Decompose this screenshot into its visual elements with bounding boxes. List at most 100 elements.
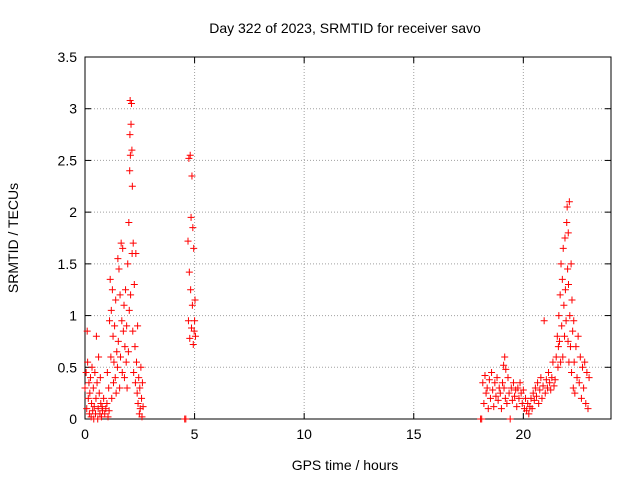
data-point xyxy=(569,327,577,335)
data-point xyxy=(106,275,114,283)
data-point xyxy=(89,407,97,415)
data-point xyxy=(559,353,567,361)
data-point xyxy=(84,358,92,366)
data-point xyxy=(189,341,197,349)
data-point xyxy=(551,376,559,384)
data-point xyxy=(188,301,196,309)
data-point xyxy=(515,394,523,402)
data-point xyxy=(94,405,102,413)
y-tick-label: 0.5 xyxy=(58,359,78,375)
data-point xyxy=(126,131,134,139)
data-point xyxy=(95,389,103,397)
data-point xyxy=(191,296,199,304)
data-point xyxy=(577,394,585,402)
data-point xyxy=(130,281,138,289)
data-point xyxy=(478,415,486,423)
data-point xyxy=(83,327,91,335)
data-point xyxy=(570,358,578,366)
data-point xyxy=(536,386,544,394)
data-point xyxy=(186,151,194,159)
y-tick-label: 1 xyxy=(69,308,77,324)
x-tick-label: 5 xyxy=(191,426,199,442)
data-point xyxy=(562,317,570,325)
data-point xyxy=(134,399,142,407)
data-point xyxy=(492,392,500,400)
data-point xyxy=(133,358,141,366)
data-point xyxy=(135,374,143,382)
data-point xyxy=(561,234,569,242)
data-point xyxy=(92,332,100,340)
data-point xyxy=(585,374,593,382)
data-point xyxy=(501,394,509,402)
data-point xyxy=(567,260,575,268)
data-point xyxy=(582,399,590,407)
data-point xyxy=(557,260,565,268)
data-point xyxy=(507,384,515,392)
data-point xyxy=(547,386,555,394)
data-point xyxy=(574,332,582,340)
data-point xyxy=(139,403,147,411)
data-point xyxy=(185,268,193,276)
data-point xyxy=(191,332,199,340)
data-point xyxy=(118,317,126,325)
data-point xyxy=(479,379,487,387)
data-point xyxy=(538,394,546,402)
data-point xyxy=(494,396,502,404)
data-point xyxy=(189,224,197,232)
x-tick-label: 10 xyxy=(296,426,312,442)
data-point xyxy=(96,374,104,382)
data-point xyxy=(112,389,120,397)
data-point xyxy=(124,260,132,268)
data-point xyxy=(535,399,543,407)
data-point xyxy=(86,374,94,382)
data-point xyxy=(128,182,136,190)
data-point xyxy=(493,374,501,382)
data-point xyxy=(557,358,565,366)
data-point xyxy=(126,167,134,175)
data-point xyxy=(532,392,540,400)
y-tick-label: 2.5 xyxy=(58,152,78,168)
y-tick-label: 2 xyxy=(69,204,77,220)
chart-title: Day 322 of 2023, SRMTID for receiver sav… xyxy=(209,20,481,36)
data-point xyxy=(123,322,131,330)
data-point xyxy=(554,343,562,351)
data-point xyxy=(504,374,512,382)
data-point xyxy=(497,405,505,413)
data-point xyxy=(103,368,111,376)
data-point xyxy=(565,198,573,206)
data-point xyxy=(502,365,510,373)
data-point xyxy=(552,353,560,361)
data-point xyxy=(559,244,567,252)
data-point xyxy=(569,384,577,392)
data-point xyxy=(129,327,137,335)
data-point xyxy=(120,374,128,382)
data-point xyxy=(105,384,113,392)
x-axis-label: GPS time / hours xyxy=(292,457,399,473)
data-point xyxy=(554,363,562,371)
data-point xyxy=(94,415,102,423)
data-point xyxy=(93,379,101,387)
data-point xyxy=(500,384,508,392)
data-point xyxy=(88,363,96,371)
data-points xyxy=(81,96,593,423)
x-tick-label: 20 xyxy=(516,426,532,442)
data-point xyxy=(100,394,108,402)
data-point xyxy=(92,394,100,402)
data-point xyxy=(127,291,135,299)
data-point xyxy=(112,296,120,304)
data-point xyxy=(116,384,124,392)
data-point xyxy=(126,151,134,159)
data-point xyxy=(560,301,568,309)
data-point xyxy=(561,332,569,340)
data-point xyxy=(546,379,554,387)
data-point xyxy=(107,353,115,361)
data-point xyxy=(115,265,123,273)
data-point xyxy=(119,244,127,252)
data-point xyxy=(108,394,116,402)
data-point xyxy=(184,237,192,245)
data-point xyxy=(540,317,548,325)
data-point xyxy=(114,255,122,263)
data-point xyxy=(564,281,572,289)
data-point xyxy=(556,291,564,299)
